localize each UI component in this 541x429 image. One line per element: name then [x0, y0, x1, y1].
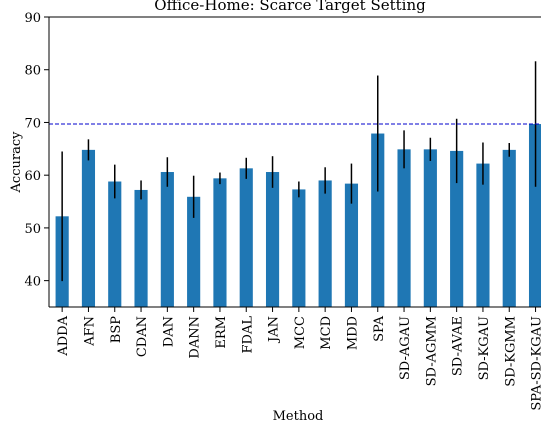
bar	[134, 189, 148, 307]
bar	[344, 183, 359, 307]
bar	[239, 168, 253, 307]
bar	[81, 149, 96, 307]
bar	[371, 133, 385, 307]
x-tick-label: BSP	[109, 316, 124, 343]
x-tick-label: SPA	[372, 315, 387, 341]
bar	[318, 180, 332, 307]
x-tick-label: MDD	[345, 316, 360, 350]
x-tick-label: JAN	[267, 316, 282, 344]
y-tick-label: 70	[24, 116, 41, 131]
bar	[265, 172, 280, 307]
x-tick-label: FDAL	[240, 316, 255, 354]
bar	[423, 149, 437, 307]
x-tick-label: SD-KGMM	[503, 316, 518, 387]
bar	[450, 150, 464, 307]
x-tick-label: MCD	[319, 316, 334, 350]
y-tick-label: 50	[24, 222, 41, 237]
x-tick-label: DAN	[161, 316, 176, 347]
x-tick-label: SD-AGAU	[398, 316, 413, 380]
chart-title: Office-Home: Scarce Target Setting	[154, 0, 426, 14]
y-tick-label: 90	[24, 11, 41, 26]
x-tick-label: CDAN	[135, 316, 150, 357]
bar	[160, 172, 174, 307]
bar	[213, 178, 227, 307]
bar	[528, 124, 541, 307]
bar	[397, 149, 411, 307]
bar	[187, 196, 201, 307]
y-tick-label: 80	[24, 64, 41, 79]
x-tick-label: DANN	[188, 316, 203, 359]
y-tick-label: 40	[24, 275, 41, 290]
x-tick-label: SD-AGMM	[424, 316, 439, 386]
x-axis-label: Method	[273, 409, 324, 424]
x-tick-label: SD-KGAU	[477, 316, 492, 380]
x-tick-label: AFN	[82, 316, 97, 347]
y-tick-label: 60	[24, 169, 41, 184]
x-tick-label: ADDA	[56, 315, 71, 356]
bar	[108, 181, 122, 307]
bar	[476, 163, 490, 307]
bar	[502, 149, 516, 307]
y-axis-label: Accuracy	[9, 131, 24, 194]
x-tick-label: ERM	[214, 316, 229, 349]
x-tick-label: SD-AVAE	[451, 316, 466, 376]
bar	[292, 189, 306, 307]
x-tick-label: MCC	[293, 316, 308, 349]
x-tick-label: SPA-SD-KGAU	[530, 316, 541, 411]
